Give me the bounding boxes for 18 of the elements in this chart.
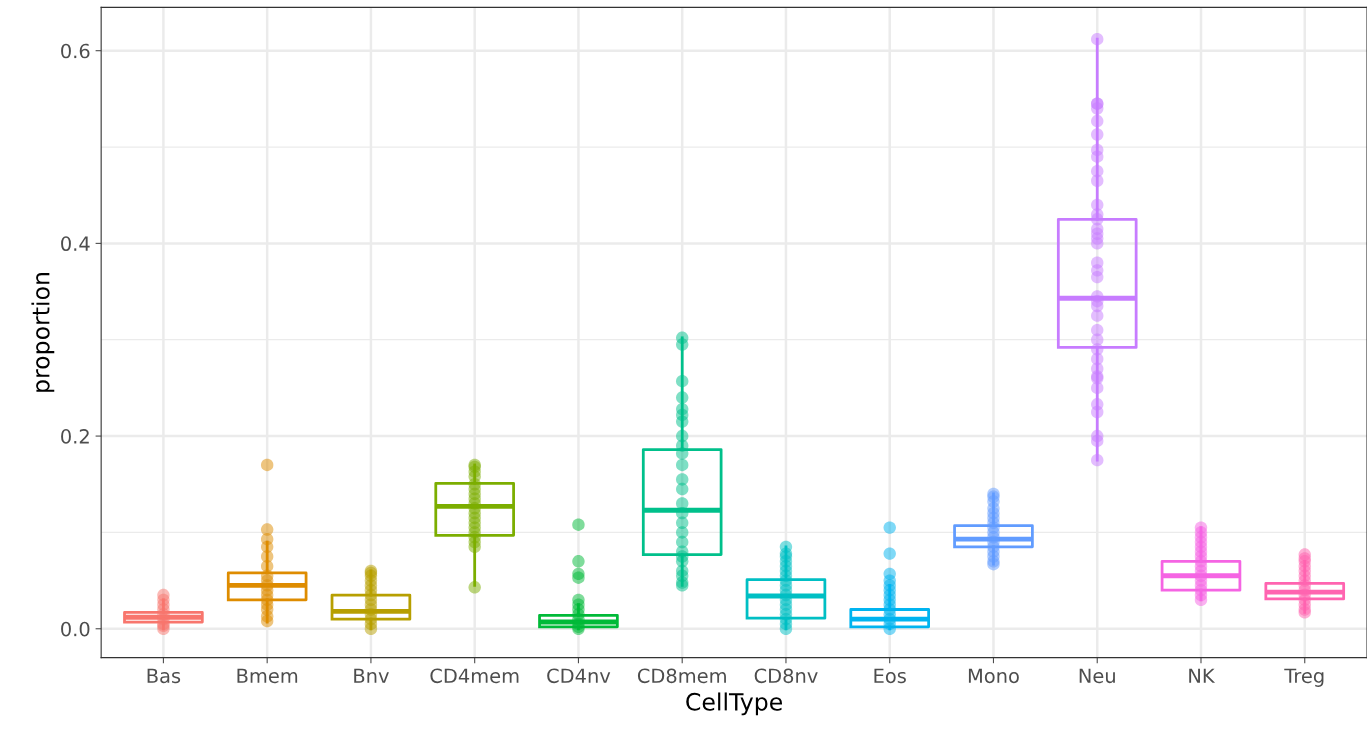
x-tick-label: CD8nv bbox=[754, 668, 818, 684]
x-tick-label: Treg bbox=[1284, 668, 1324, 687]
x-tick-label: Bmem bbox=[237, 668, 298, 684]
x-tick-label: Eos bbox=[874, 668, 906, 684]
x-tick-label: NK bbox=[1189, 668, 1216, 683]
x-tick-label: Bas bbox=[147, 668, 181, 684]
y-axis-title: proportion bbox=[31, 273, 55, 392]
x-tick-label: Mono bbox=[968, 668, 1019, 684]
x-tick-label: Neu bbox=[1079, 668, 1115, 684]
y-tick-label: 0.2 bbox=[61, 429, 89, 444]
y-tick-label: 0.4 bbox=[61, 236, 90, 252]
x-tick-label: CD8mem bbox=[637, 668, 726, 684]
y-tick-label: 0.0 bbox=[61, 621, 90, 637]
x-axis-title: CellType bbox=[686, 692, 782, 716]
x-tick-label: CD4nv bbox=[547, 668, 611, 684]
x-tick-label: CD4mem bbox=[430, 668, 519, 684]
x-tick-label: Bnv bbox=[354, 668, 389, 683]
y-tick-label: 0.6 bbox=[61, 43, 90, 59]
